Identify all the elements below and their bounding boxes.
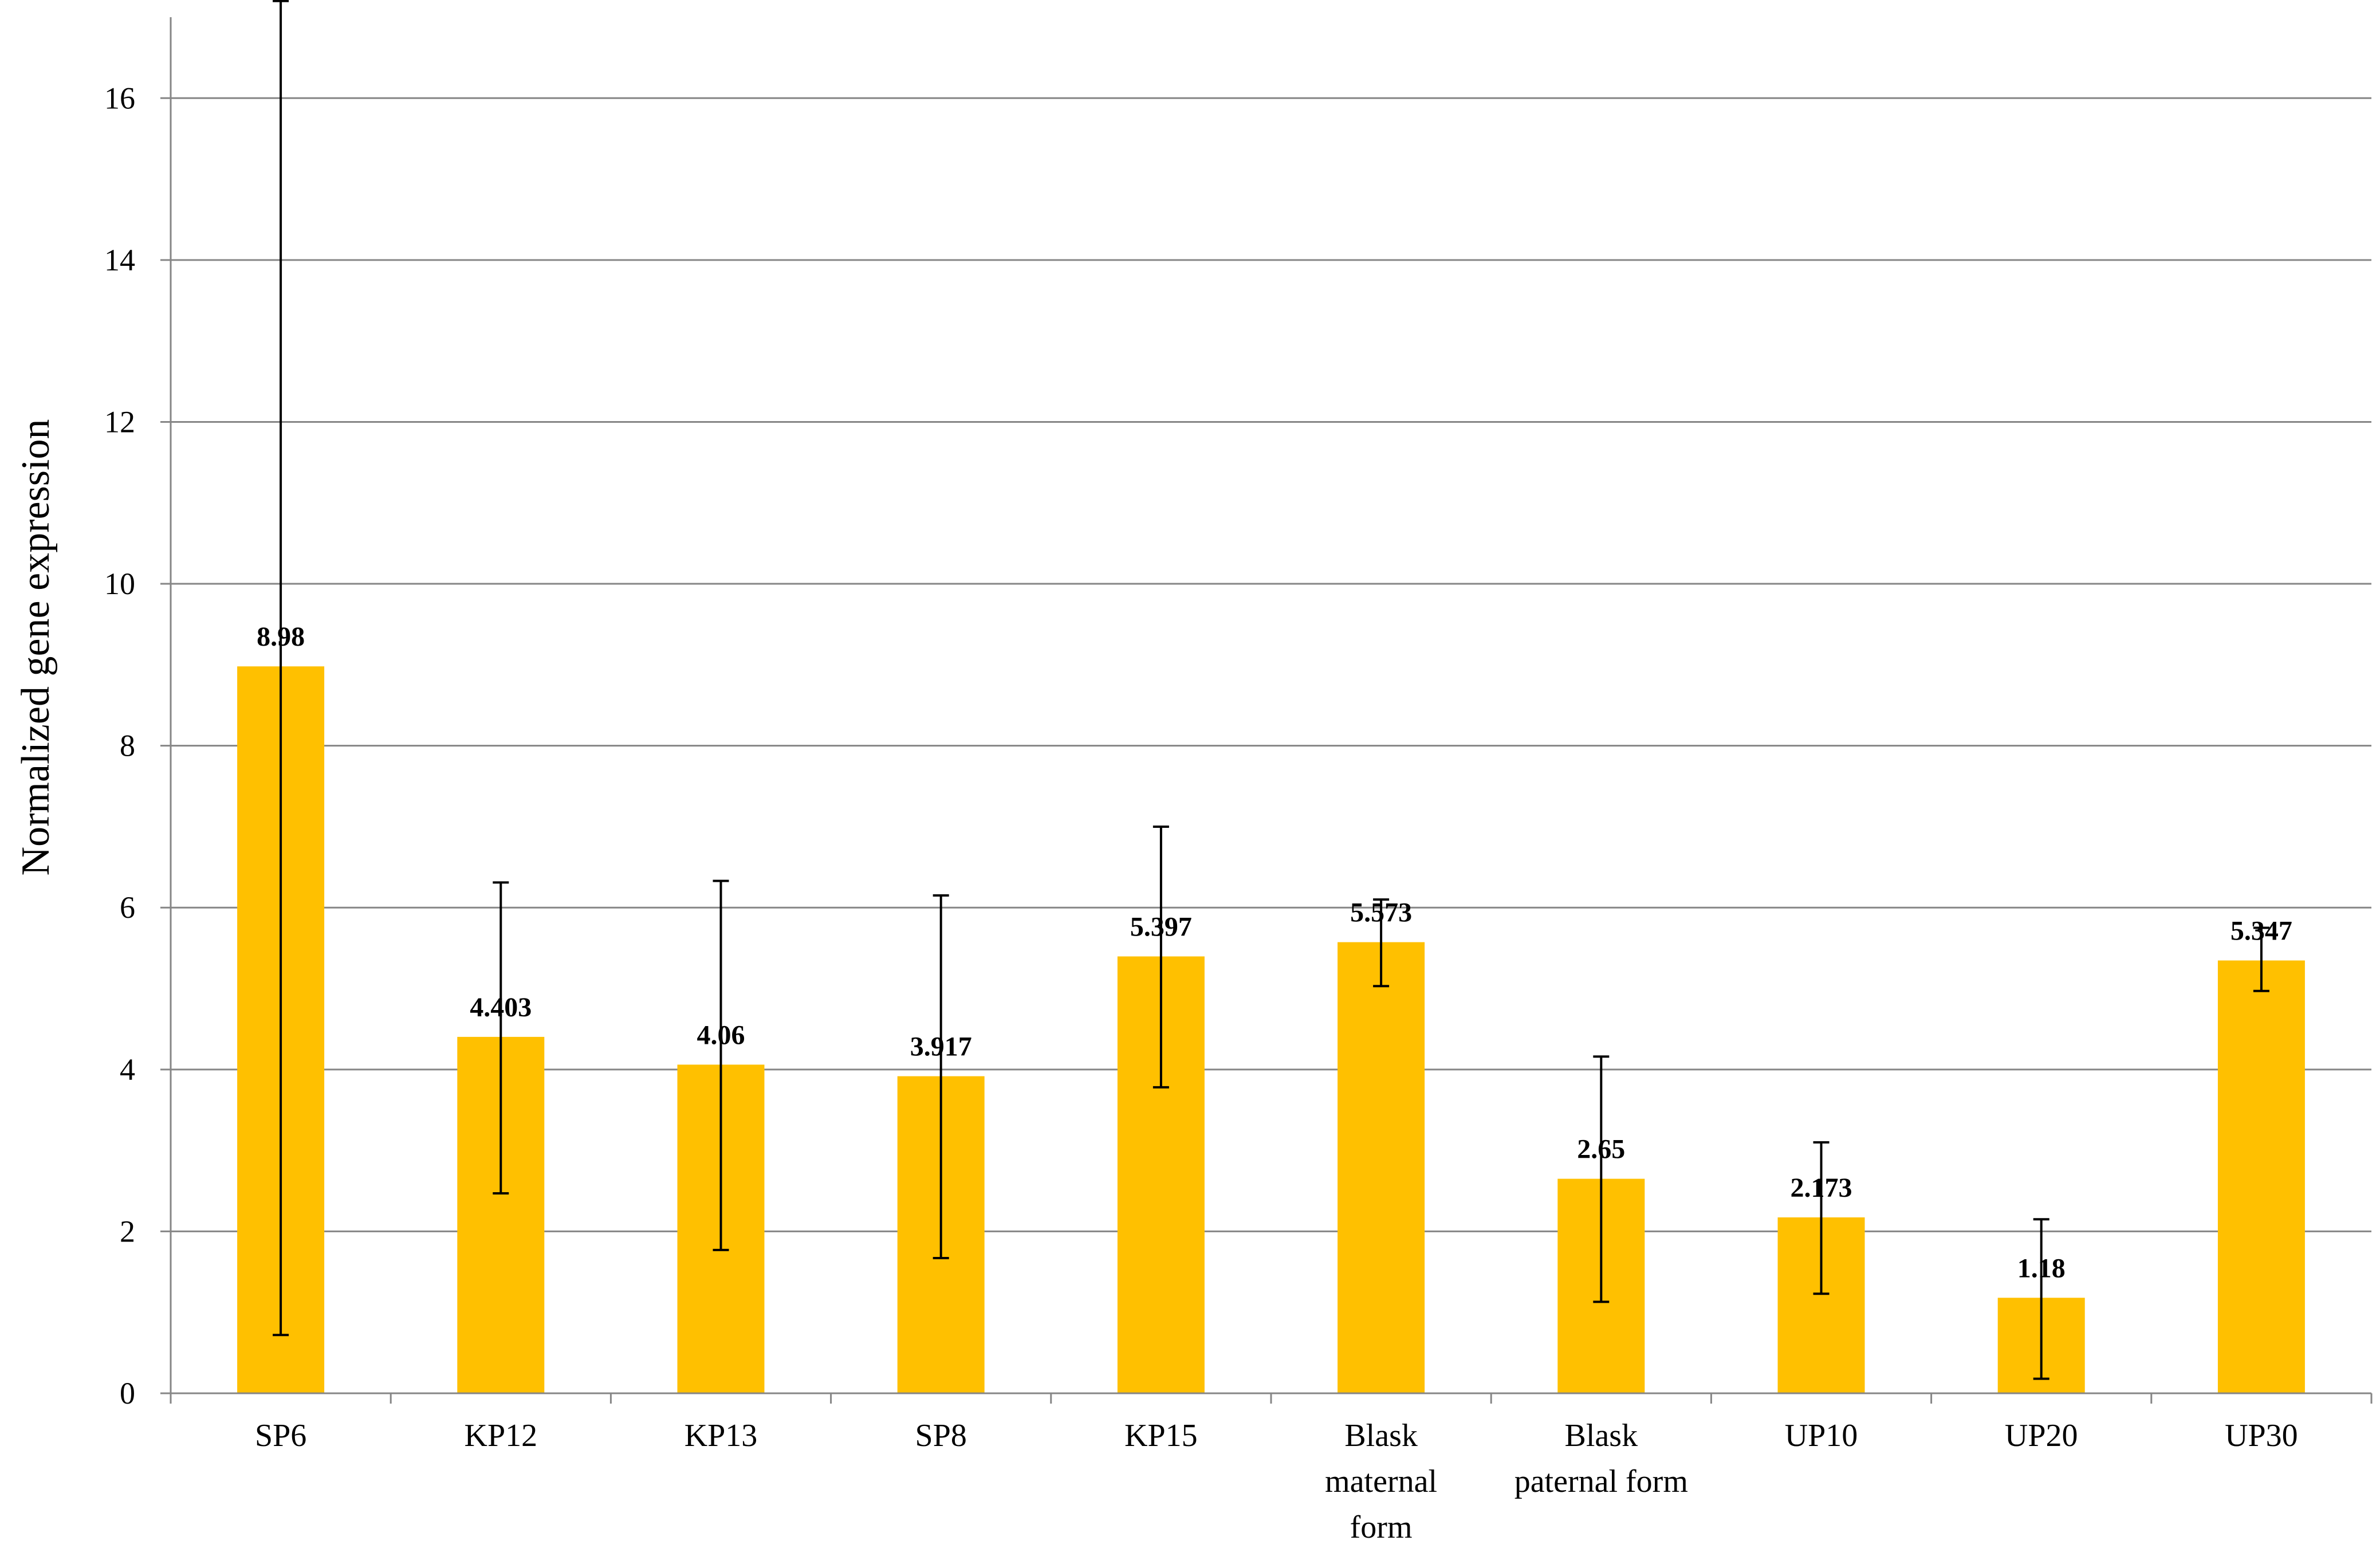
category-label: UP30 [2225, 1418, 2298, 1453]
bar [1337, 942, 1425, 1393]
category-label: KP12 [465, 1418, 538, 1453]
data-label: 8.98 [257, 622, 305, 652]
category-label: Blask maternal form [1325, 1418, 1437, 1545]
data-label: 1.18 [2017, 1253, 2066, 1283]
data-label: 5.397 [1130, 911, 1192, 942]
y-tick-label: 14 [104, 243, 135, 277]
error-bars [273, 0, 2269, 1380]
y-tick-label: 4 [120, 1052, 135, 1087]
data-label: 5.573 [1350, 898, 1412, 928]
y-tick-label: 8 [120, 729, 135, 763]
bar [2217, 960, 2305, 1393]
y-tick-label: 6 [120, 890, 135, 925]
y-tick-label: 2 [120, 1214, 135, 1248]
data-label: 5.347 [2230, 916, 2292, 946]
category-label: KP15 [1124, 1418, 1198, 1453]
category-labels: SP6 KP12 KP13 SP8 KP15 Blask maternal form Blask… [255, 1418, 2298, 1545]
category-label: SP8 [915, 1418, 967, 1453]
data-label: 3.917 [910, 1032, 972, 1062]
category-label: UP10 [1785, 1418, 1858, 1453]
y-tick-label: 10 [104, 567, 135, 601]
bars [237, 666, 2305, 1393]
data-label: 2.65 [1577, 1134, 1625, 1165]
data-labels: 8.98 4.403 4.06 3.917 5.397 5.573 2.65 2.173 1.1… [257, 622, 2292, 1283]
category-label: KP13 [685, 1418, 758, 1453]
y-tick-labels: 0 2 4 6 8 10 12 14 16 [104, 81, 135, 1410]
data-label: 4.403 [470, 992, 532, 1023]
axes [160, 17, 2373, 1404]
category-label: SP6 [255, 1418, 306, 1453]
y-tick-label: 0 [120, 1376, 135, 1410]
y-tick-label: 16 [104, 81, 135, 115]
data-label: 2.173 [1791, 1173, 1852, 1203]
y-tick-label: 12 [104, 404, 135, 439]
data-label: 4.06 [697, 1020, 745, 1050]
category-label: UP20 [2005, 1418, 2078, 1453]
category-label: Blask paternal form [1514, 1418, 1688, 1499]
y-axis-title: Normalized gene expression [14, 419, 58, 876]
